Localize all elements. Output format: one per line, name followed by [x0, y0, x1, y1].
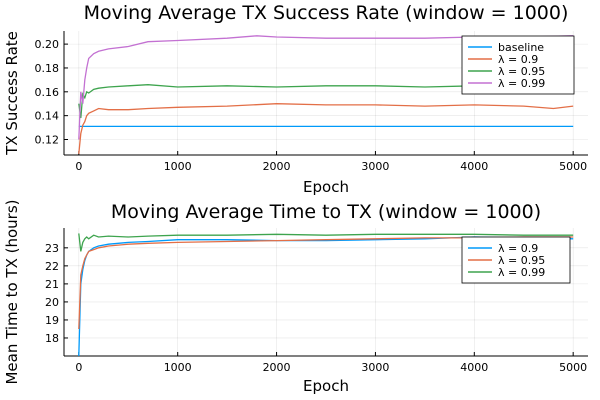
legend-entry: λ = 0.95 [498, 254, 545, 267]
x-tick-label: 0 [75, 160, 82, 173]
y-tick-label: 23 [45, 242, 59, 255]
legend: λ = 0.9λ = 0.95λ = 0.99 [461, 236, 571, 284]
y-tick-label: 0.20 [35, 38, 60, 51]
chart-1: 0 1000 2000 3000 4000 5000 0.12 0.14 0.16 0.18 0.2… [3, 2, 588, 196]
y-axis-label: TX Success Rate [3, 31, 21, 156]
x-tick-label: 0 [75, 361, 82, 374]
y-tick-label: 0.14 [35, 110, 60, 123]
y-tick-label: 0.18 [35, 62, 60, 75]
legend-entry: λ = 0.95 [498, 65, 545, 78]
x-tick-label: 2000 [263, 361, 291, 374]
x-tick-label: 2000 [263, 160, 291, 173]
chart-2: 0 1000 2000 3000 4000 5000 18 19 20 21 22 23 Moving … [3, 199, 588, 395]
chart-title: Moving Average TX Success Rate (window =… [84, 2, 569, 24]
x-tick-label: 1000 [164, 160, 192, 173]
y-tick-label: 19 [45, 314, 59, 327]
y-tick-label: 22 [45, 260, 59, 273]
series-line-3 [78, 84, 574, 119]
legend-entry: λ = 0.9 [498, 242, 538, 255]
x-axis-label: Epoch [303, 377, 349, 395]
series-line-2 [78, 103, 574, 154]
y-axis-label: Mean Time to TX (hours) [3, 199, 21, 384]
x-tick-label: 5000 [559, 160, 587, 173]
y-tick-label: 0.12 [35, 134, 60, 147]
x-tick-label: 3000 [361, 160, 389, 173]
legend-entry: baseline [498, 41, 544, 54]
y-tick-label: 18 [45, 332, 59, 345]
legend-entry: λ = 0.99 [498, 266, 545, 279]
x-tick-label: 1000 [164, 361, 192, 374]
x-axis-label: Epoch [303, 178, 349, 196]
series-line-2 [78, 236, 574, 330]
x-tick-label: 4000 [460, 160, 488, 173]
legend-entry: λ = 0.9 [498, 53, 538, 66]
y-tick-label: 0.16 [35, 86, 60, 99]
x-tick-label: 3000 [361, 361, 389, 374]
x-tick-label: 4000 [460, 361, 488, 374]
y-tick-label: 21 [45, 278, 59, 291]
legend-entry: λ = 0.99 [498, 77, 545, 90]
y-tick-label: 20 [45, 296, 59, 309]
series-line-4 [78, 35, 574, 140]
chart-title: Moving Average Time to TX (window = 1000… [111, 201, 541, 223]
legend-box [461, 35, 575, 95]
x-tick-label: 5000 [559, 361, 587, 374]
series-line-3 [78, 233, 574, 252]
